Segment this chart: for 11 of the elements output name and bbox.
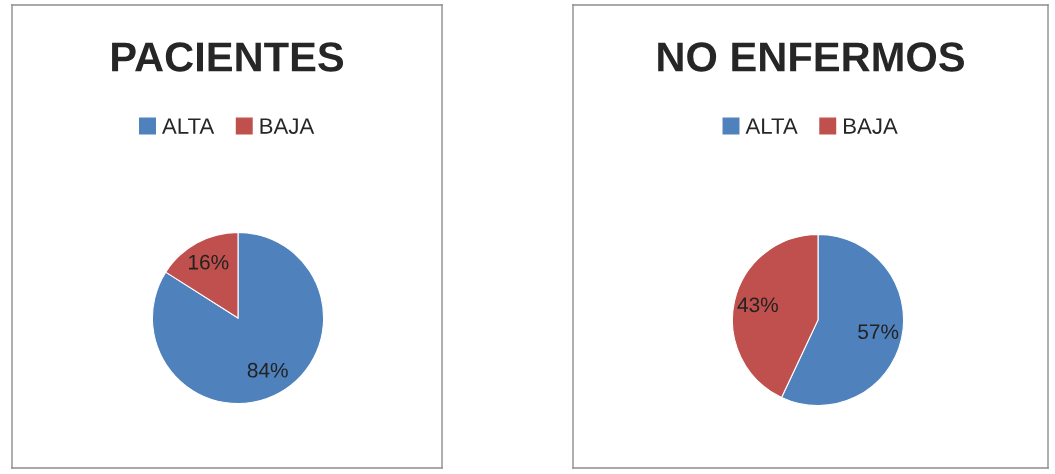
chart-title: NO ENFERMOS <box>658 42 964 72</box>
legend-label: BAJA <box>260 118 315 134</box>
pie-slice <box>151 231 325 405</box>
legend-label: ALTA <box>161 118 215 134</box>
data-label: 16% <box>189 254 229 270</box>
chart-title: PACIENTES <box>112 42 344 72</box>
data-label: 43% <box>737 297 778 313</box>
data-label: 57% <box>858 324 899 340</box>
legend-label: BAJA <box>844 118 898 134</box>
legend-label: ALTA <box>745 118 798 134</box>
data-label: 84% <box>247 362 288 378</box>
